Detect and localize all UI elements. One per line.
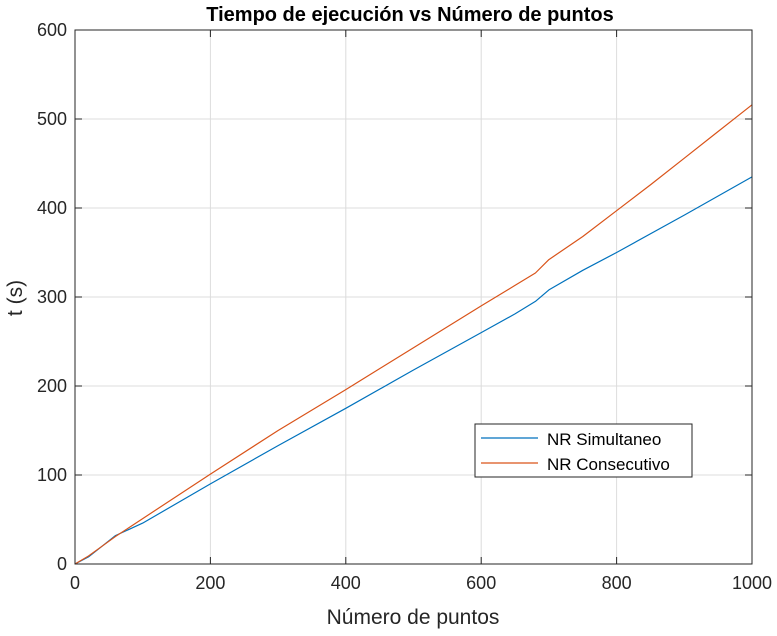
y-tick-label: 300 [37,287,67,307]
y-tick-label: 400 [37,198,67,218]
x-tick-label: 0 [70,573,80,593]
y-tick-label: 100 [37,465,67,485]
axis-ticks: 0 200 400 600 800 1000 0 100 200 300 400 500 600 [37,20,772,593]
y-tick-label: 600 [37,20,67,40]
y-tick-label: 500 [37,109,67,129]
chart-title: Tiempo de ejecución vs Número de puntos [206,4,614,26]
y-axis-label: t (s) [4,280,27,316]
x-tick-label: 200 [195,573,225,593]
x-tick-label: 400 [331,573,361,593]
x-axis-label: Número de puntos [327,606,500,629]
legend-label-nr-simultaneo: NR Simultaneo [547,430,661,449]
x-tick-label: 1000 [732,573,772,593]
legend-label-nr-consecutivo: NR Consecutivo [547,455,670,474]
x-tick-label: 800 [602,573,632,593]
series-line-nr-consecutivo [74,104,753,565]
y-tick-label: 200 [37,376,67,396]
series-lines [74,104,753,565]
legend: NR Simultaneo NR Consecutivo [474,423,693,478]
legend-box [474,423,693,478]
y-tick-label: 0 [57,554,67,574]
x-tick-label: 600 [466,573,496,593]
series-line-nr-simultaneo [74,176,753,565]
